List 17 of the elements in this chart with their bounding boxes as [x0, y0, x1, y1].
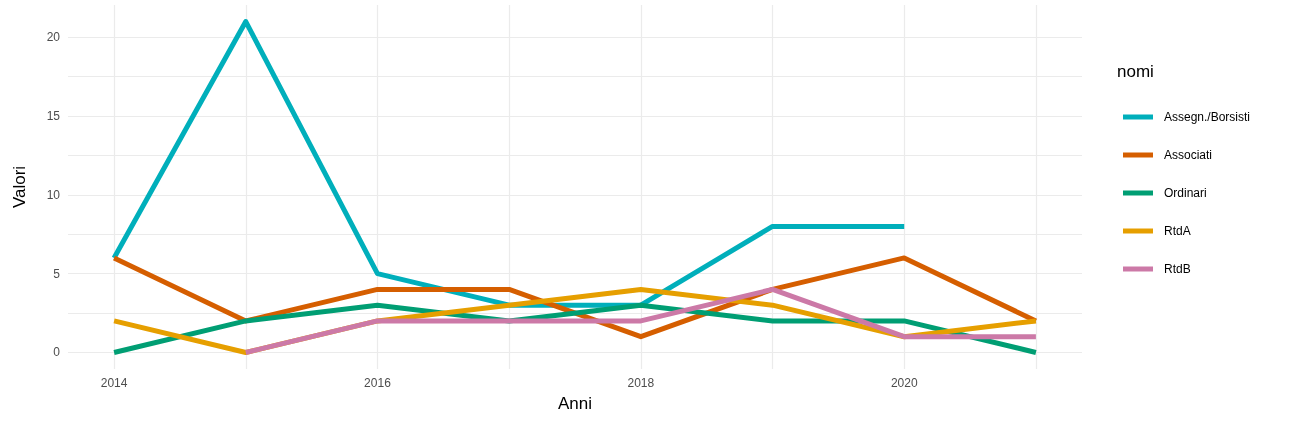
y-tick-label: 0 [53, 345, 61, 360]
x-tick-label: 2018 [627, 376, 655, 390]
legend-label: Associati [1164, 148, 1213, 162]
legend-label: Ordinari [1164, 186, 1207, 200]
y-axis-title: Valori [10, 165, 29, 209]
y-tick-label: 10 [46, 187, 61, 202]
legend-label: RtdB [1164, 262, 1191, 276]
y-tick-label: 5 [53, 266, 61, 281]
x-tick-label: 2016 [364, 376, 392, 390]
x-axis-title: Anni [557, 394, 593, 413]
y-tick-label: 15 [46, 109, 61, 124]
legend-title: nomi [1117, 62, 1154, 81]
x-tick-label: 2020 [890, 376, 918, 390]
legend-label: Assegn./Borsisti [1164, 110, 1251, 124]
x-tick-label: 2014 [100, 376, 128, 390]
legend-label: RtdA [1164, 224, 1191, 238]
y-tick-label: 20 [46, 30, 61, 45]
